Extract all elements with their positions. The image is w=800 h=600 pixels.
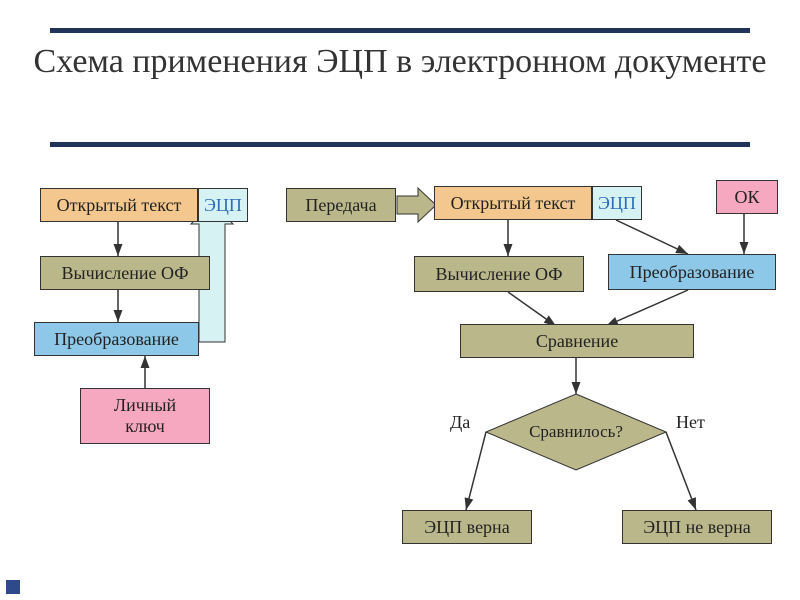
node-plaintext_left: Открытый текст (40, 188, 198, 222)
node-ok: ОК (716, 180, 778, 214)
divider-top (50, 28, 750, 33)
node-transform_right: Преобразование (608, 254, 776, 290)
page-title: Схема применения ЭЦП в электронном докум… (0, 40, 800, 84)
node-ecp_right: ЭЦП (592, 186, 642, 220)
node-ecp_bad: ЭЦП не верна (622, 510, 772, 544)
divider-mid (50, 142, 750, 147)
corner-decoration (6, 580, 20, 594)
node-transform_left: Преобразование (34, 322, 199, 356)
node-transfer: Передача (286, 188, 396, 222)
node-private_key: Личный ключ (80, 388, 210, 444)
node-ecp_left: ЭЦП (198, 188, 248, 222)
label-yes: Да (450, 412, 470, 433)
node-ecp_ok: ЭЦП верна (402, 510, 532, 544)
node-compare: Сравнение (460, 324, 694, 358)
label-no: Нет (676, 412, 705, 433)
node-calc_of_right: Вычисление ОФ (414, 256, 584, 292)
node-calc_of_left: Вычисление ОФ (40, 256, 210, 290)
node-plaintext_right: Открытый текст (434, 186, 592, 220)
svg-text:Сравнилось?: Сравнилось? (529, 422, 623, 441)
